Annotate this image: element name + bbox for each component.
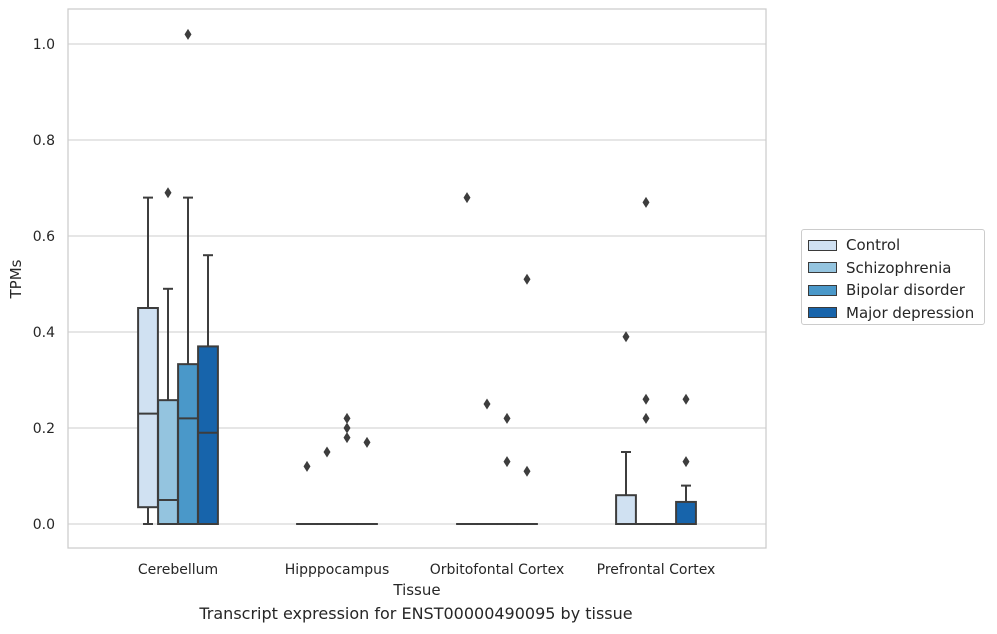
legend-label: Bipolar disorder [846, 281, 965, 300]
box-body [197, 345, 219, 525]
x-tick-label: Orbitofontal Cortex [430, 562, 565, 578]
box-body [615, 494, 637, 526]
chart-title: Transcript expression for ENST0000049009… [199, 604, 633, 623]
y-tick-label: 0.6 [33, 229, 55, 245]
outlier-point [642, 393, 650, 405]
outlier-point [303, 460, 311, 472]
legend-label: Schizophrenia [846, 258, 952, 277]
legend-item: Schizophrenia [808, 257, 984, 280]
box-orbitofontal-cortex-schizophrenia [476, 398, 498, 526]
box-prefrontal-cortex-major-depression [675, 393, 697, 526]
box-cerebellum-control [137, 196, 159, 525]
legend-swatch [808, 284, 837, 296]
box-body [177, 363, 199, 525]
x-tick-label: Prefrontal Cortex [597, 562, 716, 578]
outlier-point [184, 28, 192, 40]
plot-frame [67, 8, 767, 549]
legend-item: Control [808, 234, 984, 257]
outlier-point [463, 192, 471, 204]
legend-swatch [808, 262, 837, 274]
box-hipppocampus-bipolar-disorder [336, 412, 358, 526]
y-tick-label: 1.0 [33, 37, 55, 53]
y-tick-label: 0.2 [33, 421, 55, 437]
box-hipppocampus-schizophrenia [316, 446, 338, 526]
box-body [157, 399, 179, 525]
legend-label: Control [846, 236, 901, 255]
box-orbitofontal-cortex-control [456, 192, 478, 526]
outlier-point [622, 331, 630, 343]
outlier-point [523, 465, 531, 477]
outlier-point [483, 398, 491, 410]
legend-swatch [808, 307, 837, 319]
outlier-point [503, 456, 511, 468]
y-axis-label: TPMs [7, 259, 25, 299]
outlier-point [363, 436, 371, 448]
y-tick-label: 0.0 [33, 517, 55, 533]
outlier-point [523, 273, 531, 285]
legend-item: Bipolar disorder [808, 279, 984, 302]
legend-label: Major depression [846, 303, 975, 322]
outlier-point [642, 412, 650, 424]
outlier-point [642, 196, 650, 208]
outlier-point [503, 412, 511, 424]
outlier-point [164, 187, 172, 199]
legend: Control Schizophrenia Bipolar disorder Majo… [801, 229, 985, 325]
box-orbitofontal-cortex-bipolar-disorder [496, 412, 518, 526]
outlier-point [343, 432, 351, 444]
box-hipppocampus-control [296, 460, 318, 526]
tick-labels: 0.0 0.2 0.4 0.6 0.8 1.0 Cerebellum Hipppocampus… [33, 37, 716, 578]
outlier-point [682, 456, 690, 468]
plot-border [67, 8, 767, 549]
box-orbitofontal-cortex-major-depression [516, 273, 538, 526]
x-axis-label: Tissue [392, 581, 440, 599]
box-hipppocampus-major-depression [356, 436, 378, 526]
box-cerebellum-schizophrenia [157, 187, 179, 525]
box-body [137, 307, 159, 509]
box-cerebellum-major-depression [197, 254, 219, 525]
box-body [675, 500, 697, 526]
box-prefrontal-cortex-schizophrenia [635, 196, 657, 526]
y-tick-label: 0.4 [33, 325, 55, 341]
legend-swatch [808, 239, 837, 251]
legend-item: Major depression [808, 302, 984, 325]
box-cerebellum-bipolar-disorder [177, 28, 199, 525]
x-tick-label: Cerebellum [138, 562, 218, 578]
box-groups [137, 28, 697, 526]
outlier-point [343, 412, 351, 424]
outlier-point [682, 393, 690, 405]
box-prefrontal-cortex-control [615, 331, 637, 526]
outlier-point [323, 446, 331, 458]
x-tick-label: Hipppocampus [285, 562, 390, 578]
outlier-point [343, 422, 351, 434]
y-tick-label: 0.8 [33, 133, 55, 149]
